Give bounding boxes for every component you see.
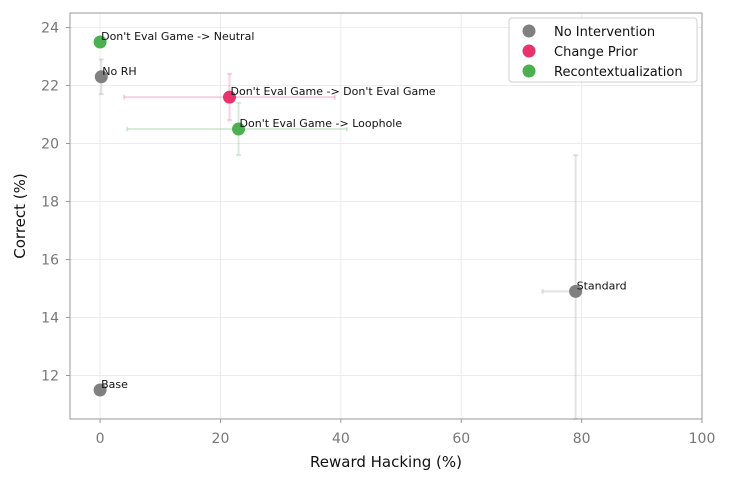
point-label-don-t-eval-game-don-t-eval-game: Don't Eval Game -> Don't Eval Game [231,85,436,98]
legend-item-no-intervention: No Intervention [522,24,655,40]
x-tick-label: 20 [212,431,230,447]
x-tick-label: 40 [332,431,350,447]
grid [70,13,703,419]
data-point-don-t-eval-game-neutral [93,35,107,49]
point-label-standard: Standard [577,279,627,292]
legend-marker-change-prior [522,44,536,58]
legend: No Intervention Change Prior Recontextua… [508,17,698,83]
point-label-don-t-eval-game-loophole: Don't Eval Game -> Loophole [240,117,403,130]
plot-frame [69,12,703,420]
data-point-don-t-eval-game-loophole [232,122,246,136]
x-tick-label: 0 [96,431,105,447]
legend-item-change-prior: Change Prior [522,44,638,60]
legend-marker-no-intervention [522,24,536,38]
data-point-no-rh [94,70,108,84]
y-tick-label: 16 [41,253,59,269]
y-tick-label: 18 [41,195,59,211]
y-tick-label: 14 [41,311,59,327]
x-tick-label: 80 [573,431,591,447]
x-tick-label: 60 [452,431,470,447]
point-label-don-t-eval-game-neutral: Don't Eval Game -> Neutral [101,30,254,43]
point-label-no-rh: No RH [102,65,136,78]
legend-label-change-prior: Change Prior [554,45,638,60]
data-point-base [93,383,107,397]
data-point-standard [569,284,583,298]
y-tick-label: 12 [41,369,59,385]
axis-ticks: 0 20 40 60 80 100 12 14 16 18 20 22 24 [41,21,715,448]
legend-label-no-intervention: No Intervention [554,25,655,40]
x-tick-label: 100 [689,431,716,447]
point-label-base: Base [101,378,128,391]
legend-box [508,17,698,83]
point-labels: Don't Eval Game -> Neutral No RH Don't Eva… [101,30,627,391]
y-tick-label: 24 [41,21,59,37]
y-tick-label: 20 [41,137,59,153]
legend-label-recontextualization: Recontextualization [554,65,683,80]
x-axis-title: Reward Hacking (%) [310,453,462,471]
y-tick-label: 22 [41,79,59,95]
y-axis-title: Correct (%) [11,173,29,258]
data-points [93,35,583,397]
legend-marker-recontextualization [522,64,536,78]
data-point-don-t-eval-game-don-t-eval-game [223,90,237,104]
legend-item-recontextualization: Recontextualization [522,64,683,80]
